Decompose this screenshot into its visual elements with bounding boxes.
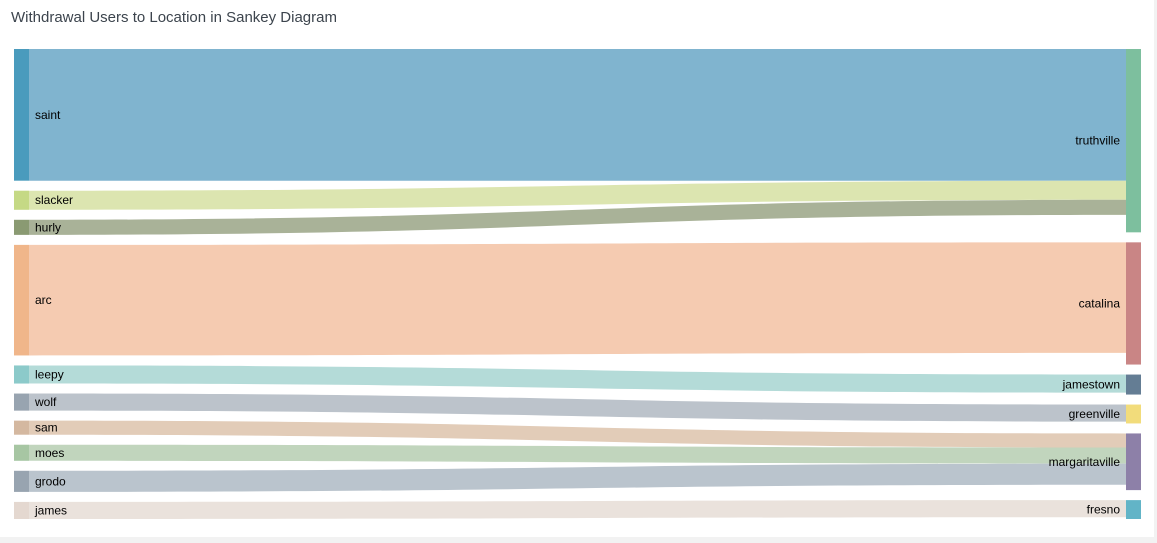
source-node-slacker[interactable] <box>14 190 29 210</box>
sankey-labels: saint slacker hurly arc leepy wolf sam moes grod… <box>34 108 1120 518</box>
source-label-slacker: slacker <box>35 193 73 207</box>
source-label-leepy: leepy <box>35 368 64 382</box>
link-sam-to-margaritaville[interactable] <box>29 420 1126 448</box>
source-node-leepy[interactable] <box>14 365 29 384</box>
source-node-hurly[interactable] <box>14 219 29 235</box>
link-wolf-to-greenville[interactable] <box>29 393 1126 422</box>
target-node-margaritaville[interactable] <box>1126 433 1141 491</box>
source-node-grodo[interactable] <box>14 470 29 492</box>
link-hurly-to-truthville[interactable] <box>29 199 1126 235</box>
source-node-arc[interactable] <box>14 244 29 356</box>
source-node-sam[interactable] <box>14 420 29 435</box>
target-label-catalina: catalina <box>1079 296 1121 310</box>
source-label-arc: arc <box>35 293 52 307</box>
target-node-jamestown[interactable] <box>1126 374 1141 395</box>
right-divider <box>1154 0 1157 543</box>
target-label-greenville: greenville <box>1069 407 1121 421</box>
chart-title: Withdrawal Users to Location in Sankey D… <box>11 9 337 26</box>
target-node-greenville[interactable] <box>1126 404 1141 424</box>
target-node-catalina[interactable] <box>1126 242 1141 365</box>
link-james-to-fresno[interactable] <box>29 500 1126 519</box>
source-node-james[interactable] <box>14 501 29 519</box>
target-label-fresno: fresno <box>1087 503 1121 517</box>
link-arc-to-catalina[interactable] <box>29 242 1126 356</box>
sankey-nodes <box>14 49 1141 519</box>
target-node-fresno[interactable] <box>1126 500 1141 519</box>
target-label-truthville: truthville <box>1075 134 1120 148</box>
source-label-hurly: hurly <box>35 220 61 234</box>
link-slacker-to-truthville[interactable] <box>29 180 1126 210</box>
source-label-grodo: grodo <box>35 474 66 488</box>
target-label-margaritaville: margaritaville <box>1049 455 1121 469</box>
source-label-moes: moes <box>35 446 64 460</box>
target-label-jamestown: jamestown <box>1062 378 1120 392</box>
sankey-links <box>29 49 1126 519</box>
target-node-truthville[interactable] <box>1126 49 1141 233</box>
link-grodo-to-margaritaville[interactable] <box>29 463 1126 492</box>
bottom-divider <box>0 537 1157 543</box>
source-node-moes[interactable] <box>14 444 29 461</box>
source-label-james: james <box>34 503 67 517</box>
source-node-wolf[interactable] <box>14 393 29 411</box>
source-label-saint: saint <box>35 108 61 122</box>
link-saint-to-truthville[interactable] <box>29 49 1126 181</box>
link-leepy-to-jamestown[interactable] <box>29 365 1126 393</box>
source-label-sam: sam <box>35 421 58 435</box>
link-moes-to-margaritaville[interactable] <box>29 444 1126 464</box>
source-node-saint[interactable] <box>14 49 29 181</box>
source-label-wolf: wolf <box>34 395 57 409</box>
